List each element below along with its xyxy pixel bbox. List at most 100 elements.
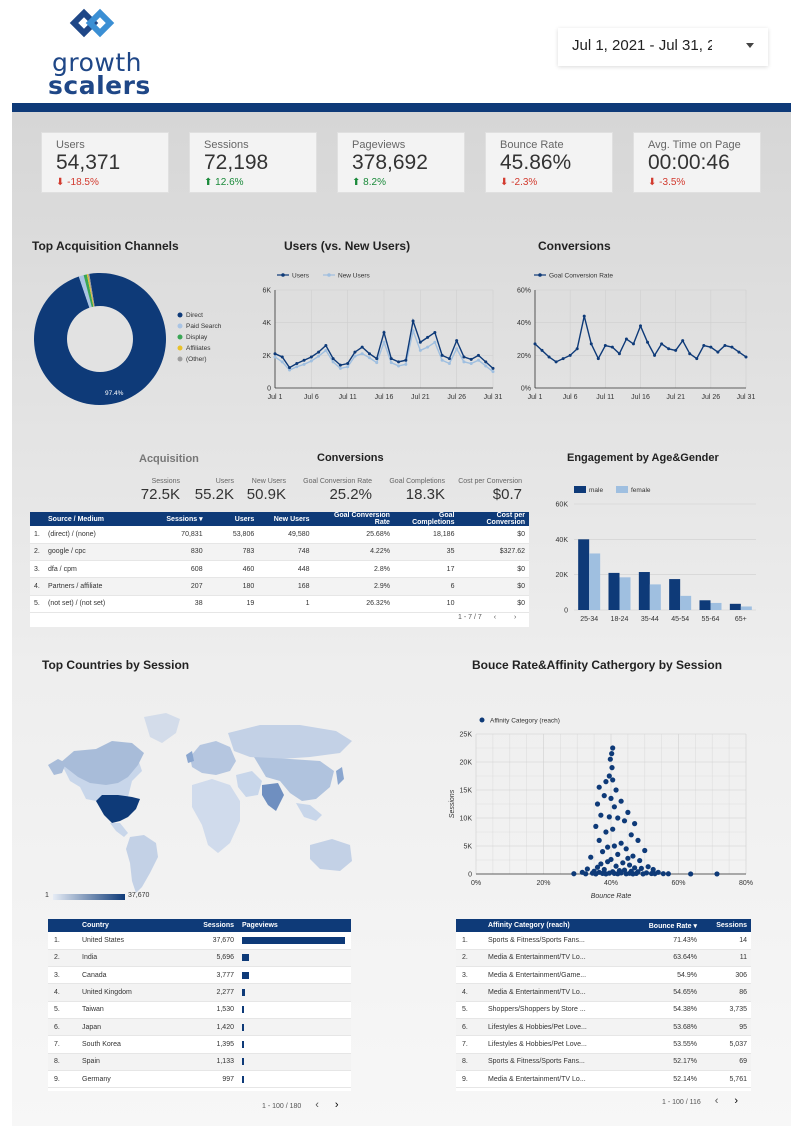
map-region-asia[interactable]: [254, 757, 334, 801]
map-region-russia[interactable]: [228, 725, 352, 759]
table-row[interactable]: 8. Sports & Fitness/Sports Fans... 52.17% 6…: [456, 1053, 751, 1071]
pageviews-bar: [242, 936, 345, 944]
column-header-source[interactable]: Source / Medium: [30, 512, 136, 526]
table-row[interactable]: 3. dfa / cpm 608 460 448 2.8% 17 $0: [30, 560, 529, 579]
table-row[interactable]: 1. Sports & Fitness/Sports Fans... 71.43% 1…: [456, 932, 751, 950]
data-point: [404, 358, 408, 362]
table-row[interactable]: 4. Partners / affiliate 207 180 168 2.9% 6 $0: [30, 577, 529, 596]
pageviews-cell: [238, 1001, 351, 1019]
caret-down-icon[interactable]: [746, 43, 754, 48]
map-region-greenland[interactable]: [144, 713, 180, 743]
table-row[interactable]: 7. South Korea 1,395: [48, 1035, 351, 1054]
table-row[interactable]: 1. United States 37,670: [48, 932, 351, 950]
scatter-point: [610, 745, 616, 751]
next-page-icon[interactable]: ›: [734, 1095, 739, 1107]
column-header-cost-per-conv[interactable]: Cost per Conversion: [458, 512, 529, 526]
kpi-delta: ⬆ 8.2%: [352, 177, 386, 188]
table-row[interactable]: 2. google / cpc 830 783 748 4.22% 35 $327.62: [30, 543, 529, 562]
data-point: [411, 329, 415, 333]
prev-page-icon[interactable]: ‹: [493, 614, 497, 621]
kpi-value: 378,692: [352, 151, 428, 174]
row-index: 7.: [456, 1035, 484, 1054]
table-row[interactable]: 6. Japan 1,420: [48, 1018, 351, 1037]
scatter-point: [606, 773, 612, 779]
column-header-pageviews[interactable]: Pageviews: [238, 919, 351, 932]
bar-female-18-24: [619, 577, 631, 610]
map-region-central-america[interactable]: [110, 823, 128, 837]
column-header-affinity[interactable]: Affinity Category (reach): [484, 919, 626, 932]
date-range-picker[interactable]: Jul 1, 2021 - Jul 31, 2021: [558, 28, 768, 66]
scatter-point: [610, 826, 616, 832]
column-header-goal-conv-rate[interactable]: Goal Conversion Rate: [313, 512, 394, 526]
map-region-india[interactable]: [262, 783, 284, 811]
donut-data-label: 97.4%: [105, 390, 124, 397]
data-point: [484, 364, 488, 368]
column-header-sessions[interactable]: Sessions: [178, 919, 238, 932]
data-point: [295, 365, 299, 369]
legend-label: Affinity Category (reach): [490, 718, 560, 725]
column-header-country[interactable]: Country: [78, 919, 178, 932]
table-row[interactable]: 5. (not set) / (not set) 38 19 1 26.32% 10 $0: [30, 595, 529, 613]
x-tick-label: Jul 6: [563, 394, 578, 401]
data-point: [288, 368, 292, 372]
column-header-users[interactable]: Users: [206, 512, 259, 526]
goal-completions-cell: 35: [393, 543, 459, 562]
bar-female-45-54: [680, 595, 692, 610]
map-region-uk[interactable]: [186, 751, 194, 763]
scatter-point: [665, 871, 671, 877]
sessions-cell: 830: [135, 543, 207, 562]
kpi-label: Avg. Time on Page: [648, 139, 741, 151]
prev-page-icon[interactable]: ‹: [315, 1099, 319, 1111]
data-point: [324, 344, 328, 348]
x-tick-label: Jul 1: [528, 394, 543, 401]
column-header-sessions[interactable]: Sessions: [701, 919, 751, 932]
data-point: [447, 357, 451, 361]
table-row[interactable]: 8. Spain 1,133: [48, 1053, 351, 1071]
table-row[interactable]: 7. Lifestyles & Hobbies/Pet Love... 53.55%…: [456, 1035, 751, 1054]
table-row[interactable]: 3. Canada 3,777: [48, 966, 351, 985]
data-point: [653, 353, 657, 357]
bounce-rate-cell: 63.64%: [626, 949, 701, 968]
column-header-sessions[interactable]: Sessions ▾: [135, 512, 207, 526]
x-axis-label: Bounce Rate: [591, 893, 632, 900]
table-row[interactable]: 5. Shoppers/Shoppers by Store ... 54.38% 3,…: [456, 1001, 751, 1019]
table-row[interactable]: 9. Germany 997: [48, 1070, 351, 1089]
country-cell: India: [78, 949, 178, 968]
row-index: 2.: [34, 548, 40, 556]
column-header-new-users[interactable]: New Users: [258, 512, 314, 526]
users-cell: 180: [206, 577, 259, 596]
table-row[interactable]: 5. Taiwan 1,530: [48, 1001, 351, 1019]
table-row[interactable]: 1. (direct) / (none) 70,831 53,806 49,580 25.…: [30, 526, 529, 544]
map-region-alaska[interactable]: [48, 759, 66, 775]
table-row[interactable]: 2. Media & Entertainment/TV Lo... 63.64% 11: [456, 949, 751, 968]
map-region-africa[interactable]: [192, 779, 240, 853]
table-row[interactable]: 3. Media & Entertainment/Game... 54.9% 306: [456, 966, 751, 985]
map-region-australia[interactable]: [310, 839, 352, 871]
prev-page-icon[interactable]: ‹: [714, 1095, 719, 1107]
affinity-category-cell: Media & Entertainment/TV Lo...: [484, 949, 626, 968]
next-page-icon[interactable]: ›: [513, 614, 517, 621]
map-region-southeast-asia[interactable]: [296, 803, 322, 821]
data-point: [568, 353, 572, 357]
next-page-icon[interactable]: ›: [334, 1099, 339, 1111]
table-row[interactable]: 2. India 5,696: [48, 949, 351, 968]
map-region-japan[interactable]: [336, 767, 344, 785]
y-tick-label: 0: [267, 386, 271, 393]
table-row[interactable]: 4. Media & Entertainment/TV Lo... 54.65% 86: [456, 983, 751, 1002]
table-row[interactable]: 9. Media & Entertainment/TV Lo... 52.14% 5,…: [456, 1070, 751, 1089]
data-point: [397, 360, 401, 364]
column-header-bounce-rate[interactable]: Bounce Rate ▾: [626, 919, 701, 932]
table-row[interactable]: 4. United Kingdom 2,277: [48, 983, 351, 1002]
map-region-europe[interactable]: [190, 741, 236, 775]
map-region-usa[interactable]: [96, 795, 140, 823]
map-region-canada[interactable]: [60, 741, 144, 785]
kpi-value: 72,198: [204, 151, 269, 174]
conversions-subtitle: Conversions: [317, 452, 384, 464]
legend-label: Affiliates: [186, 345, 211, 352]
map-region-south-america[interactable]: [126, 835, 158, 893]
map-region-middle-east[interactable]: [236, 771, 262, 797]
scatter-point: [571, 871, 577, 877]
table-row[interactable]: 6. Lifestyles & Hobbies/Pet Love... 53.68%…: [456, 1018, 751, 1037]
column-header-goal-completions[interactable]: Goal Completions: [393, 512, 459, 526]
row-index: 3.: [34, 565, 40, 573]
